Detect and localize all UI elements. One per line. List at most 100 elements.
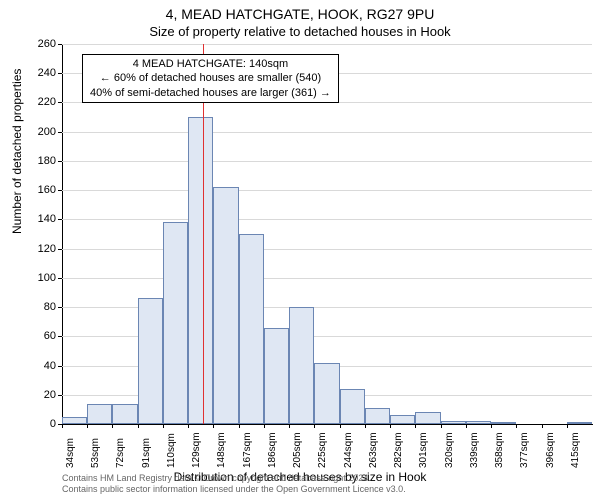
xtick-label: 205sqm — [292, 432, 303, 468]
histogram-bar — [365, 408, 390, 424]
histogram-bar — [340, 389, 365, 424]
histogram-bar — [138, 298, 163, 424]
xtick-label: 415sqm — [570, 432, 581, 468]
histogram-bar — [415, 412, 440, 424]
xtick-mark — [542, 424, 543, 428]
histogram-bar — [163, 222, 188, 424]
histogram-bar — [62, 417, 87, 424]
xtick-label: 148sqm — [216, 432, 227, 468]
xtick-mark — [466, 424, 467, 428]
xtick-mark — [163, 424, 164, 428]
ytick-mark — [58, 102, 62, 103]
xtick-label: 377sqm — [519, 432, 530, 468]
ytick-label: 0 — [50, 418, 56, 430]
gridline — [62, 190, 592, 191]
histogram-bar — [314, 363, 339, 424]
annotation-box: 4 MEAD HATCHGATE: 140sqm← 60% of detache… — [82, 54, 339, 103]
xtick-label: 110sqm — [166, 433, 177, 468]
ytick-label: 180 — [38, 155, 56, 167]
ytick-label: 220 — [38, 96, 56, 108]
xtick-mark — [491, 424, 492, 428]
annotation-line: 4 MEAD HATCHGATE: 140sqm — [90, 57, 331, 71]
ytick-mark — [58, 336, 62, 337]
xtick-mark — [415, 424, 416, 428]
footer-line-2: Contains public sector information licen… — [62, 484, 406, 496]
xtick-label: 225sqm — [317, 432, 328, 468]
histogram-bar — [87, 404, 112, 424]
xtick-label: 53sqm — [90, 438, 101, 468]
ytick-mark — [58, 278, 62, 279]
ytick-label: 140 — [38, 213, 56, 225]
ytick-mark — [58, 73, 62, 74]
xtick-mark — [239, 424, 240, 428]
xtick-label: 301sqm — [418, 432, 429, 468]
xtick-mark — [314, 424, 315, 428]
histogram-bar — [466, 421, 491, 424]
ytick-label: 100 — [38, 272, 56, 284]
footer-line-1: Contains HM Land Registry data © Crown c… — [62, 473, 406, 485]
xtick-label: 72sqm — [115, 438, 126, 468]
chart-title-sub: Size of property relative to detached ho… — [0, 24, 600, 39]
xtick-label: 263sqm — [368, 432, 379, 468]
xtick-label: 186sqm — [267, 432, 278, 468]
xtick-label: 320sqm — [444, 432, 455, 468]
ytick-label: 120 — [38, 243, 56, 255]
histogram-bar — [239, 234, 264, 424]
xtick-mark — [289, 424, 290, 428]
ytick-label: 240 — [38, 67, 56, 79]
ytick-mark — [58, 44, 62, 45]
xtick-mark — [62, 424, 63, 428]
ytick-mark — [58, 366, 62, 367]
ytick-mark — [58, 395, 62, 396]
histogram-bar — [289, 307, 314, 424]
xtick-mark — [112, 424, 113, 428]
histogram-bar — [491, 422, 516, 424]
xtick-label: 282sqm — [393, 432, 404, 468]
xtick-label: 129sqm — [191, 432, 202, 468]
xtick-mark — [390, 424, 391, 428]
ytick-mark — [58, 249, 62, 250]
ytick-mark — [58, 219, 62, 220]
xtick-mark — [264, 424, 265, 428]
ytick-mark — [58, 132, 62, 133]
histogram-bar — [112, 404, 137, 424]
gridline — [62, 132, 592, 133]
gridline — [62, 249, 592, 250]
histogram-bar — [264, 328, 289, 424]
footer-attribution: Contains HM Land Registry data © Crown c… — [62, 473, 406, 496]
plot-area: 02040608010012014016018020022024026034sq… — [62, 44, 592, 424]
xtick-label: 34sqm — [65, 438, 76, 468]
ytick-label: 20 — [44, 389, 56, 401]
ytick-label: 40 — [44, 360, 56, 372]
xtick-mark — [516, 424, 517, 428]
chart-title-main: 4, MEAD HATCHGATE, HOOK, RG27 9PU — [0, 6, 600, 22]
ytick-label: 60 — [44, 330, 56, 342]
xtick-mark — [188, 424, 189, 428]
xtick-mark — [138, 424, 139, 428]
gridline — [62, 219, 592, 220]
ytick-label: 260 — [38, 38, 56, 50]
gridline — [62, 161, 592, 162]
gridline — [62, 278, 592, 279]
gridline — [62, 44, 592, 45]
ytick-label: 200 — [38, 126, 56, 138]
ytick-mark — [58, 190, 62, 191]
histogram-bar — [188, 117, 213, 424]
ytick-mark — [58, 307, 62, 308]
xtick-mark — [567, 424, 568, 428]
xtick-mark — [340, 424, 341, 428]
xtick-mark — [87, 424, 88, 428]
y-axis-label: Number of detached properties — [10, 69, 24, 234]
xtick-label: 396sqm — [545, 432, 556, 468]
histogram-bar — [213, 187, 238, 424]
annotation-line: 40% of semi-detached houses are larger (… — [90, 86, 331, 100]
xtick-label: 91sqm — [141, 438, 152, 468]
xtick-mark — [441, 424, 442, 428]
xtick-label: 358sqm — [494, 432, 505, 468]
xtick-label: 244sqm — [343, 432, 354, 468]
xtick-label: 339sqm — [469, 432, 480, 468]
histogram-bar — [441, 421, 466, 424]
ytick-label: 80 — [44, 301, 56, 313]
histogram-bar — [567, 422, 592, 424]
ytick-mark — [58, 161, 62, 162]
